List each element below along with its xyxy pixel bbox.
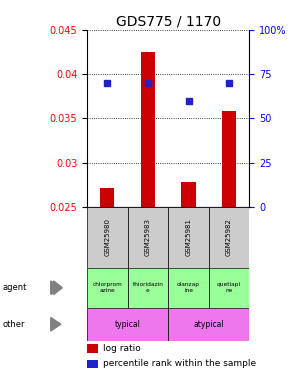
Text: chlorprom
azine: chlorprom azine (92, 282, 122, 293)
Text: GSM25983: GSM25983 (145, 218, 151, 256)
Bar (209, 207, 249, 268)
Bar (209, 268, 249, 308)
Bar (168, 308, 249, 341)
Text: agent: agent (3, 283, 27, 292)
Text: log ratio: log ratio (103, 344, 141, 353)
Text: typical: typical (115, 320, 141, 329)
Bar (87, 308, 168, 341)
Polygon shape (51, 318, 61, 331)
Bar (141, 52, 155, 207)
Bar (87, 268, 128, 308)
Text: GSM25980: GSM25980 (104, 218, 110, 256)
Bar (100, 188, 115, 207)
Point (105, 80, 110, 86)
Text: GSM25982: GSM25982 (226, 219, 232, 257)
Point (227, 80, 231, 86)
Bar (182, 182, 196, 207)
Bar (87, 207, 128, 268)
Point (186, 98, 191, 104)
Text: quetiapi
ne: quetiapi ne (217, 282, 241, 293)
Text: other: other (3, 320, 26, 329)
Text: thioridazin
e: thioridazin e (133, 282, 163, 293)
Polygon shape (51, 281, 61, 294)
Text: GSM25981: GSM25981 (186, 218, 191, 256)
Bar (87, 360, 98, 368)
Polygon shape (54, 281, 62, 294)
Bar (222, 111, 236, 207)
Bar (87, 345, 98, 353)
Text: atypical: atypical (193, 320, 224, 329)
Bar (168, 207, 209, 268)
Text: percentile rank within the sample: percentile rank within the sample (103, 360, 256, 369)
Point (146, 80, 150, 86)
Bar (168, 268, 209, 308)
Bar (128, 207, 168, 268)
Text: olanzap
ine: olanzap ine (177, 282, 200, 293)
Bar (128, 268, 168, 308)
Title: GDS775 / 1170: GDS775 / 1170 (116, 15, 221, 29)
